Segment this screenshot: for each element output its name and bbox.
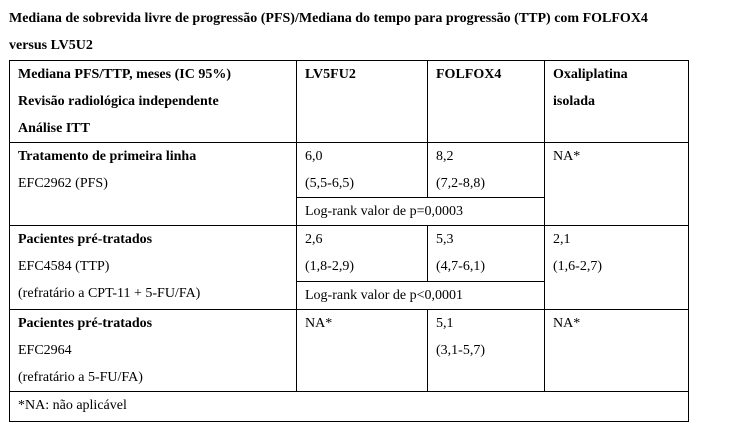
row1-label-bold: Tratamento de primeira linha <box>18 149 197 164</box>
header-oxali-line-1: Oxaliplatina <box>553 67 628 82</box>
footnote-text: *NA: não aplicável <box>18 398 127 413</box>
row1-lv5fu2-ci: (5,5-6,5) <box>305 176 354 191</box>
header-cell-measure: Mediana PFS/TTP, meses (IC 95%) Revisão … <box>9 60 297 143</box>
row3-label-bold: Pacientes pré-tratados <box>18 316 153 331</box>
footnote-row: *NA: não aplicável <box>9 391 689 422</box>
row3-oxali-value: NA* <box>553 316 581 331</box>
header-measure-line-1: Mediana PFS/TTP, meses (IC 95%) <box>18 67 231 82</box>
header-row: Mediana PFS/TTP, meses (IC 95%) Revisão … <box>9 60 689 143</box>
row1-lv5fu2-cell: 6,0 (5,5-6,5) <box>296 142 428 198</box>
table-row: Pacientes pré-tratados EFC4584 (TTP) (re… <box>9 225 689 310</box>
table-title-line-2: versus LV5U2 <box>9 38 93 53</box>
row2-label-line-2: (refratário a CPT-11 + 5-FU/FA) <box>18 286 201 301</box>
table-row: Log-rank valor de p<0,0001 <box>10 281 689 310</box>
table-row: Tratamento de primeira linha EFC2962 (PF… <box>9 142 689 226</box>
header-measure-line-2: Revisão radiológica independente <box>18 94 219 109</box>
row1-label-line-1: EFC2962 (PFS) <box>18 176 108 191</box>
row2-logrank-cell: Log-rank valor de p<0,0001 <box>296 281 545 310</box>
row1-oxali-value: NA* <box>553 149 581 164</box>
row1-lv5fu2-value: 6,0 <box>305 149 323 164</box>
footnote-cell: *NA: não aplicável <box>9 391 689 422</box>
row2-folfox4-ci: (4,7-6,1) <box>436 259 485 274</box>
row2-folfox4-value: 5,3 <box>436 232 454 247</box>
results-table: Mediana PFS/TTP, meses (IC 95%) Revisão … <box>9 60 689 422</box>
row1-label-cell: Tratamento de primeira linha EFC2962 (PF… <box>9 142 297 226</box>
row3-oxali-cell: NA* <box>544 309 689 392</box>
row1-logrank-cell: Log-rank valor de p=0,0003 <box>296 197 545 226</box>
row1-folfox4-value: 8,2 <box>436 149 454 164</box>
row2-label-line-1: EFC4584 (TTP) <box>18 259 110 274</box>
header-lv5fu2-label: LV5FU2 <box>305 67 356 82</box>
header-measure-line-3: Análise ITT <box>18 121 90 136</box>
row3-folfox4-cell: 5,1 (3,1-5,7) <box>427 309 545 392</box>
row2-lv5fu2-ci: (1,8-2,9) <box>305 259 354 274</box>
row2-lv5fu2-cell: 2,6 (1,8-2,9) <box>296 225 428 282</box>
row2-label-bold: Pacientes pré-tratados <box>18 232 153 247</box>
row2-oxali-ci: (1,6-2,7) <box>553 259 602 274</box>
header-cell-lv5fu2: LV5FU2 <box>296 60 428 143</box>
header-oxali-line-2: isolada <box>553 94 596 109</box>
row2-oxali-value: 2,1 <box>553 232 571 247</box>
row2-label-cell: Pacientes pré-tratados EFC4584 (TTP) (re… <box>9 225 297 310</box>
row3-lv5fu2-value: NA* <box>305 316 333 331</box>
row3-lv5fu2-cell: NA* <box>296 309 428 392</box>
row3-folfox4-value: 5,1 <box>436 316 454 331</box>
row3-label-cell: Pacientes pré-tratados EFC2964 (refratár… <box>9 309 297 392</box>
table-title-line-1: Mediana de sobrevida livre de progressão… <box>9 11 648 26</box>
row3-label-line-1: EFC2964 <box>18 343 72 358</box>
row1-logrank-text: Log-rank valor de p=0,0003 <box>305 204 463 219</box>
row3-label-line-2: (refratário a 5-FU/FA) <box>18 370 143 385</box>
row3-folfox4-ci: (3,1-5,7) <box>436 343 485 358</box>
table-row: Pacientes pré-tratados EFC2964 (refratár… <box>9 309 689 392</box>
row2-folfox4-cell: 5,3 (4,7-6,1) <box>427 225 545 282</box>
row1-folfox4-cell: 8,2 (7,2-8,8) <box>427 142 545 198</box>
header-cell-oxaliplatina: Oxaliplatina isolada <box>544 60 689 143</box>
header-folfox4-label: FOLFOX4 <box>436 67 502 82</box>
row2-oxali-cell: 2,1 (1,6-2,7) <box>544 225 689 310</box>
row2-lv5fu2-value: 2,6 <box>305 232 323 247</box>
table-title: Mediana de sobrevida livre de progressão… <box>9 5 724 59</box>
row1-oxali-cell: NA* <box>544 142 689 226</box>
row1-folfox4-ci: (7,2-8,8) <box>436 176 485 191</box>
table-row: Log-rank valor de p=0,0003 <box>10 197 689 226</box>
row2-logrank-text: Log-rank valor de p<0,0001 <box>305 288 463 303</box>
header-cell-folfox4: FOLFOX4 <box>427 60 545 143</box>
